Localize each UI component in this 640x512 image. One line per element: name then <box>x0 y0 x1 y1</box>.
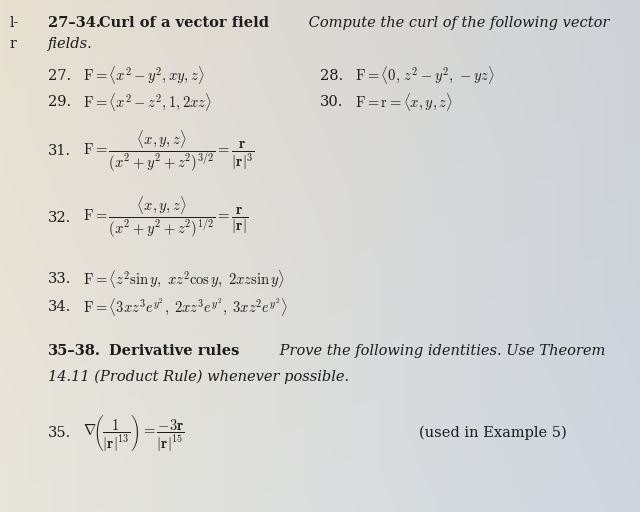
Text: 27–34.: 27–34. <box>48 16 106 30</box>
Text: $\mathrm{F} = \langle x^2 - z^2, 1, 2xz\rangle$: $\mathrm{F} = \langle x^2 - z^2, 1, 2xz\… <box>83 92 212 113</box>
Text: Derivative rules: Derivative rules <box>109 344 239 358</box>
Text: $\mathrm{F} = \dfrac{\langle x, y, z\rangle}{(x^2 + y^2 + z^2)^{3/2}} = \dfrac{\: $\mathrm{F} = \dfrac{\langle x, y, z\ran… <box>83 129 255 174</box>
Text: Prove the following identities. Use Theorem: Prove the following identities. Use Theo… <box>275 344 605 358</box>
Text: $\mathrm{F} = \langle 3xz^3 e^{y^2},\; 2xz^3 e^{y^2},\; 3xz^2 e^{y^2}\rangle$: $\mathrm{F} = \langle 3xz^3 e^{y^2},\; 2… <box>83 296 288 318</box>
Text: 27.: 27. <box>48 69 71 83</box>
Text: l-: l- <box>10 16 19 30</box>
Text: 31.: 31. <box>48 144 71 158</box>
Text: $\mathrm{F} = \langle z^2 \sin y,\; xz^2 \cos y,\; 2xz \sin y\rangle$: $\mathrm{F} = \langle z^2 \sin y,\; xz^2… <box>83 268 285 290</box>
Text: 29.: 29. <box>48 95 71 110</box>
Text: r: r <box>10 36 17 51</box>
Text: Compute the curl of the following vector: Compute the curl of the following vector <box>304 16 609 30</box>
Text: $\mathrm{F} = \langle 0,\, z^2 - y^2,\, -yz\rangle$: $\mathrm{F} = \langle 0,\, z^2 - y^2,\, … <box>355 65 495 87</box>
Text: Curl of a vector field: Curl of a vector field <box>99 16 269 30</box>
Text: $\mathrm{F} = \dfrac{\langle x, y, z\rangle}{(x^2 + y^2 + z^2)^{1/2}} = \dfrac{\: $\mathrm{F} = \dfrac{\langle x, y, z\ran… <box>83 195 248 240</box>
Text: 35–38.: 35–38. <box>48 344 101 358</box>
Text: $\nabla\!\left(\dfrac{1}{|\mathbf{r}|^{13}}\right) = \dfrac{-3\mathbf{r}}{|\math: $\nabla\!\left(\dfrac{1}{|\mathbf{r}|^{1… <box>83 413 185 453</box>
Text: (used in Example 5): (used in Example 5) <box>419 425 567 440</box>
Text: 33.: 33. <box>48 272 72 286</box>
Text: $\mathrm{F} = \mathrm{r} = \langle x, y, z\rangle$: $\mathrm{F} = \mathrm{r} = \langle x, y,… <box>355 92 453 113</box>
Text: 32.: 32. <box>48 210 71 225</box>
Text: 28.: 28. <box>320 69 343 83</box>
Text: 35.: 35. <box>48 425 71 440</box>
Text: 34.: 34. <box>48 300 71 314</box>
Text: fields.: fields. <box>48 36 93 51</box>
Text: 14.11 (Product Rule) whenever possible.: 14.11 (Product Rule) whenever possible. <box>48 369 349 383</box>
Text: $\mathrm{F} = \langle x^2 - y^2, xy, z\rangle$: $\mathrm{F} = \langle x^2 - y^2, xy, z\r… <box>83 65 205 87</box>
Text: 30.: 30. <box>320 95 344 110</box>
